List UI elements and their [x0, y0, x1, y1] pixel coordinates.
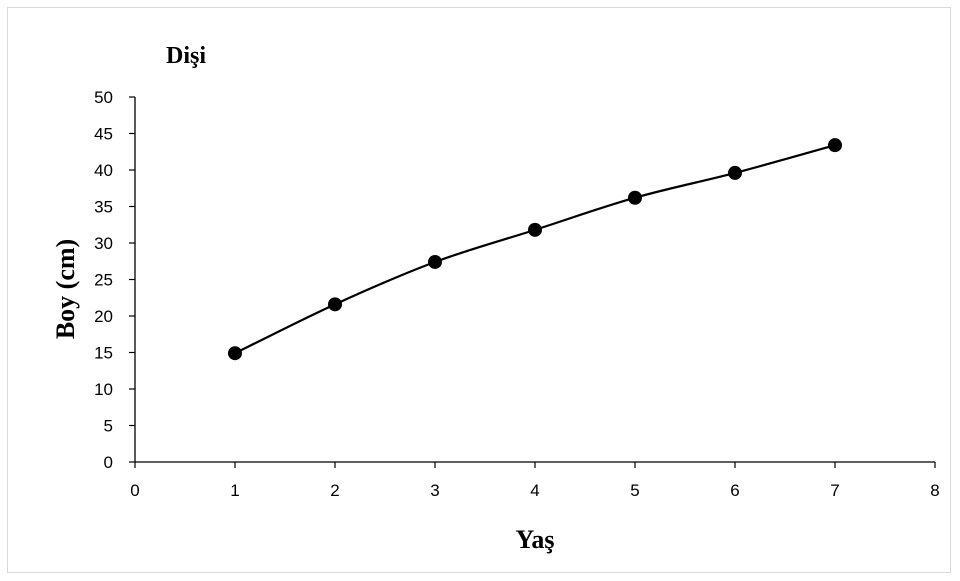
trendline: [234, 144, 836, 355]
data-point: [328, 297, 342, 312]
y-tick-label: 0: [104, 453, 113, 472]
y-tick-label: 5: [104, 417, 113, 436]
data-point: [828, 138, 842, 153]
data-points: [228, 138, 842, 361]
x-tick-label: 6: [730, 481, 739, 500]
x-tick-label: 3: [430, 481, 439, 500]
y-tick-label: 10: [94, 380, 113, 399]
data-point: [528, 222, 542, 237]
y-tick-label: 50: [94, 88, 113, 107]
x-tick-label: 1: [230, 481, 239, 500]
y-tick-label: 35: [94, 198, 113, 217]
y-axis-ticks: 0 5 10 15 20 25 30 35 40 45 50: [94, 88, 135, 472]
data-point: [228, 346, 242, 361]
x-tick-label: 5: [630, 481, 639, 500]
y-tick-label: 45: [94, 125, 113, 144]
x-tick-label: 8: [930, 481, 939, 500]
data-point: [628, 190, 642, 205]
y-tick-label: 40: [94, 161, 113, 180]
y-axis-label: Boy (cm): [51, 239, 80, 339]
x-tick-label: 4: [530, 481, 539, 500]
y-tick-label: 15: [94, 344, 113, 363]
data-point: [728, 165, 742, 180]
x-axis-label: Yaş: [515, 525, 554, 554]
data-point: [428, 254, 442, 269]
x-tick-label: 0: [130, 481, 139, 500]
y-tick-label: 25: [94, 271, 113, 290]
y-tick-label: 30: [94, 234, 113, 253]
x-tick-label: 2: [330, 481, 339, 500]
x-axis-ticks: 0 1 2 3 4 5 6 7 8: [130, 462, 940, 500]
chart-title: Dişi: [166, 43, 206, 69]
x-tick-label: 7: [830, 481, 839, 500]
y-tick-label: 20: [94, 307, 113, 326]
